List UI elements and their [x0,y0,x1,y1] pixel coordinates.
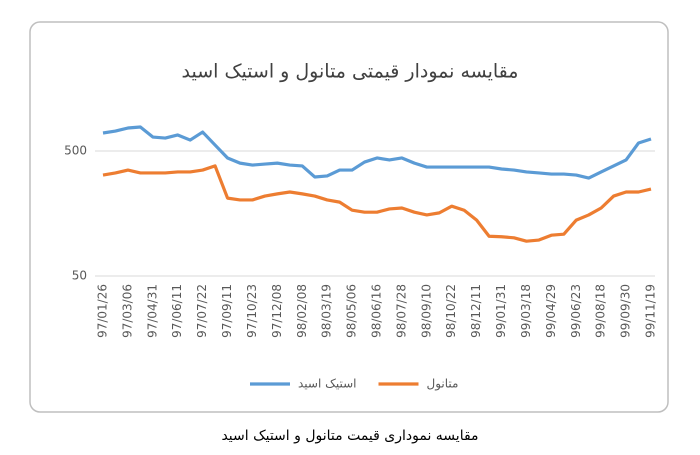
x-tick-label: 97/03/06 [120,284,134,338]
x-tick-label: 97/09/11 [220,284,234,338]
caption: مقایسه نموداری قیمت متانول و استیک اسید [221,428,478,444]
x-tick-label: 98/06/16 [370,284,384,338]
legend-label: متانول [427,377,459,392]
x-tick-label: 99/03/18 [519,284,533,338]
legend-label: استیک اسید [298,377,357,391]
x-tick-label: 97/07/22 [195,284,209,338]
x-tick-label: 97/01/26 [96,284,110,338]
chart-title: مقایسه نمودار قیمتی متانول و استیک اسید [182,61,519,83]
x-tick-label: 99/06/23 [569,284,583,338]
y-tick-label: 500 [64,144,87,158]
x-tick-label: 99/01/31 [494,284,508,338]
x-tick-label: 98/12/11 [469,284,483,338]
x-tick-label: 99/09/30 [619,284,633,338]
series-line [102,125,652,180]
x-tick-label: 99/04/29 [544,284,558,338]
x-tick-label: 98/05/06 [345,284,359,338]
y-tick-label: 50 [72,269,87,283]
x-tick-label: 99/11/19 [644,284,658,338]
x-tick-label: 98/02/08 [295,284,309,338]
x-tick-label: 97/04/31 [145,284,159,338]
x-tick-label: 97/12/08 [270,284,284,338]
x-tick-label: 98/07/28 [394,284,408,338]
x-tick-label: 98/03/19 [320,284,334,338]
x-tick-label: 97/06/11 [170,284,184,338]
x-tick-label: 98/09/10 [419,284,433,338]
x-tick-label: 99/08/18 [594,284,608,338]
series-line [102,164,652,243]
x-tick-label: 98/10/22 [444,284,458,338]
x-tick-label: 97/10/23 [245,284,259,338]
chart-frame [29,21,669,413]
